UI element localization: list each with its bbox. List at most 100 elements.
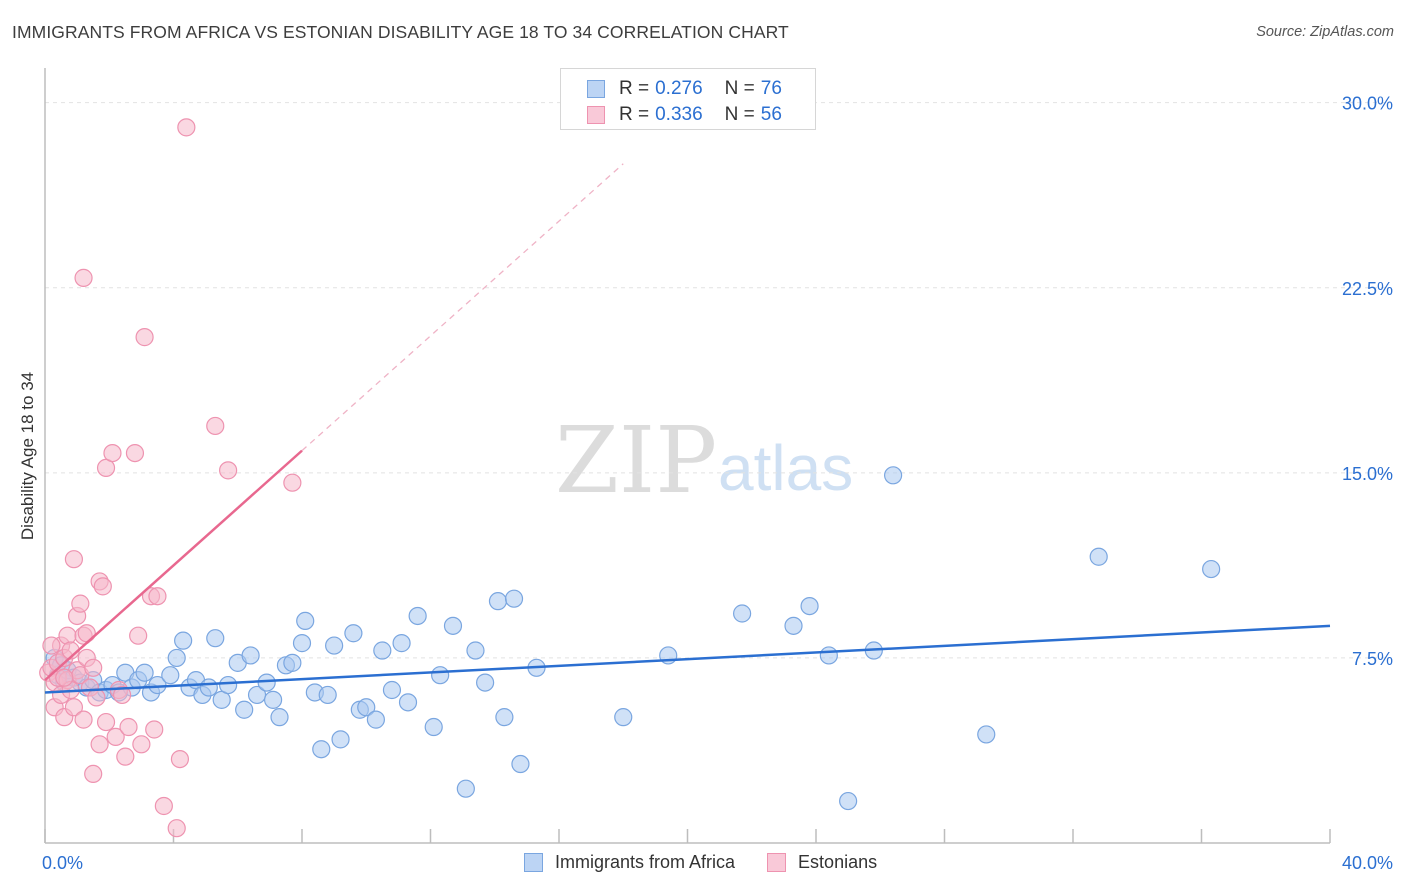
africa-point-53 xyxy=(408,606,427,626)
africa-swatch xyxy=(587,80,605,98)
legend-row-africa: R = 0.276 N = 76 xyxy=(587,77,782,101)
estonian-point-15 xyxy=(64,698,84,717)
africa-point-73 xyxy=(883,466,903,485)
estonian-trend-line xyxy=(44,449,303,682)
y-tick-label-2: 22.5% xyxy=(1342,279,1393,299)
estonian-point-38 xyxy=(125,443,145,463)
estonian-n-label: N = xyxy=(724,104,755,125)
africa-point-45 xyxy=(344,624,363,643)
africa-point-60 xyxy=(488,592,508,611)
africa-r-value: 0.276 xyxy=(655,78,703,99)
watermark-atlas: atlas xyxy=(718,432,853,504)
estonian-point-28 xyxy=(90,735,109,754)
africa-point-62 xyxy=(504,589,524,608)
africa-point-67 xyxy=(733,604,752,623)
estonian-r-label: R = xyxy=(619,104,650,125)
africa-point-75 xyxy=(1089,547,1108,566)
africa-point-70 xyxy=(819,646,838,665)
estonian-point-18 xyxy=(71,594,90,613)
africa-point-26 xyxy=(206,629,225,648)
africa-point-37 xyxy=(283,653,302,672)
estonian-point-47 xyxy=(170,749,190,769)
estonian-point-25 xyxy=(84,764,103,784)
africa-point-65 xyxy=(614,708,633,727)
legend-item-estonians[interactable]: Estonians xyxy=(767,852,877,873)
estonian-point-50 xyxy=(206,416,225,436)
africa-point-58 xyxy=(466,641,485,660)
africa-point-33 xyxy=(257,673,276,692)
legend-row-estonians: R = 0.336 N = 56 xyxy=(587,103,782,127)
estonian-point-40 xyxy=(132,735,151,754)
africa-r-label: R = xyxy=(619,78,650,99)
africa-point-30 xyxy=(235,700,254,719)
africa-n-value: 76 xyxy=(760,78,782,99)
africa-point-71 xyxy=(839,791,858,811)
estonian-legend-swatch xyxy=(767,853,787,872)
estonian-point-43 xyxy=(145,720,164,739)
estonian-point-52 xyxy=(283,473,302,492)
x-tick-label-0: 0.0% xyxy=(42,853,83,873)
estonian-swatch xyxy=(587,106,605,124)
chart-title: IMMIGRANTS FROM AFRICA VS ESTONIAN DISAB… xyxy=(12,22,789,42)
africa-point-19 xyxy=(161,666,180,685)
africa-point-56 xyxy=(443,616,463,635)
africa-point-76 xyxy=(1202,559,1221,579)
africa-point-55 xyxy=(431,666,450,685)
africa-point-20 xyxy=(167,648,186,668)
estonian-n-value: 56 xyxy=(760,104,782,125)
africa-point-35 xyxy=(270,708,289,727)
source-label: Source: ZipAtlas.com xyxy=(1256,24,1394,40)
africa-point-61 xyxy=(495,708,514,727)
correlation-legend: R = 0.276 N = 76 R = 0.336 N = 56 xyxy=(560,68,816,130)
africa-point-52 xyxy=(398,693,418,712)
africa-point-42 xyxy=(318,685,337,705)
africa-point-50 xyxy=(382,680,402,700)
africa-point-54 xyxy=(424,717,443,737)
estonian-point-14 xyxy=(64,550,84,569)
estonian-point-10 xyxy=(58,626,77,645)
series-legend: Immigrants from Africa Estonians xyxy=(524,852,909,873)
estonian-point-46 xyxy=(167,819,186,838)
africa-point-68 xyxy=(784,616,803,635)
africa-point-59 xyxy=(476,673,495,692)
africa-point-74 xyxy=(977,725,996,744)
africa-point-28 xyxy=(219,675,238,695)
africa-point-44 xyxy=(331,730,350,749)
africa-point-57 xyxy=(456,779,475,798)
estonian-point-36 xyxy=(116,747,135,766)
africa-point-38 xyxy=(292,634,312,653)
legend-item-africa[interactable]: Immigrants from Africa xyxy=(524,852,735,873)
africa-point-49 xyxy=(373,641,392,660)
africa-point-39 xyxy=(296,611,315,631)
estonian-legend-label: Estonians xyxy=(798,852,878,872)
africa-point-21 xyxy=(174,631,193,650)
africa-point-51 xyxy=(392,634,411,653)
africa-point-48 xyxy=(366,710,385,729)
estonian-point-48 xyxy=(177,118,196,137)
africa-point-41 xyxy=(312,740,331,759)
africa-legend-swatch xyxy=(524,853,543,872)
africa-legend-label: Immigrants from Africa xyxy=(555,852,736,872)
africa-point-34 xyxy=(263,690,283,709)
estonian-point-37 xyxy=(119,717,138,737)
estonian-point-35 xyxy=(112,685,132,705)
africa-point-69 xyxy=(800,596,819,616)
estonian-point-51 xyxy=(219,461,238,480)
estonian-r-value: 0.336 xyxy=(655,104,703,125)
africa-point-31 xyxy=(241,646,260,665)
africa-n-label: N = xyxy=(724,78,755,99)
estonian-point-54 xyxy=(55,668,74,687)
estonian-point-41 xyxy=(135,328,154,347)
estonian-point-29 xyxy=(93,577,112,596)
estonian-point-45 xyxy=(154,796,173,816)
africa-point-43 xyxy=(325,636,344,655)
y-tick-label-1: 15.0% xyxy=(1342,464,1393,484)
estonian-point-49 xyxy=(74,268,93,287)
estonian-point-39 xyxy=(129,626,148,645)
watermark-zip: ZIP xyxy=(555,407,717,514)
estonian-point-26 xyxy=(87,688,106,707)
africa-point-63 xyxy=(511,754,530,774)
africa-point-47 xyxy=(357,698,376,717)
x-tick-label-1: 40.0% xyxy=(1342,853,1393,873)
